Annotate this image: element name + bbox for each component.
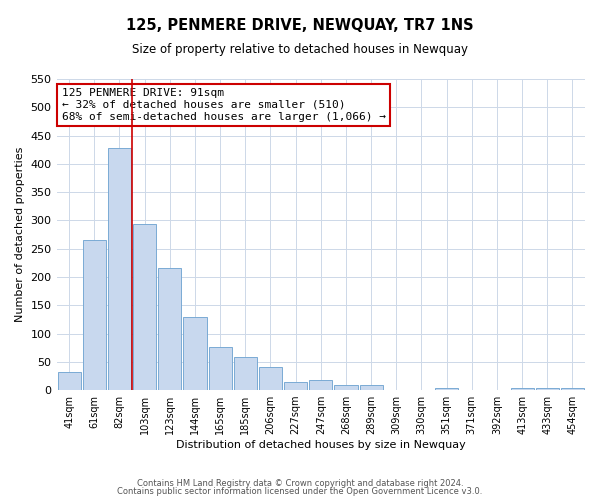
Bar [259,368,282,390]
Bar [536,388,559,390]
Text: 125, PENMERE DRIVE, NEWQUAY, TR7 1NS: 125, PENMERE DRIVE, NEWQUAY, TR7 1NS [126,18,474,32]
Bar [435,388,458,390]
Bar [334,385,358,390]
Bar [83,240,106,390]
Bar [184,316,206,390]
Bar [561,388,584,390]
Text: Size of property relative to detached houses in Newquay: Size of property relative to detached ho… [132,42,468,56]
Text: Contains public sector information licensed under the Open Government Licence v3: Contains public sector information licen… [118,487,482,496]
Bar [108,148,131,390]
Bar [209,347,232,390]
Y-axis label: Number of detached properties: Number of detached properties [15,147,25,322]
Bar [58,372,80,390]
Bar [158,268,181,390]
Text: Contains HM Land Registry data © Crown copyright and database right 2024.: Contains HM Land Registry data © Crown c… [137,478,463,488]
Bar [133,224,156,390]
X-axis label: Distribution of detached houses by size in Newquay: Distribution of detached houses by size … [176,440,466,450]
Bar [511,388,533,390]
Bar [284,382,307,390]
Bar [359,385,383,390]
Bar [309,380,332,390]
Bar [234,356,257,390]
Text: 125 PENMERE DRIVE: 91sqm
← 32% of detached houses are smaller (510)
68% of semi-: 125 PENMERE DRIVE: 91sqm ← 32% of detach… [62,88,386,122]
